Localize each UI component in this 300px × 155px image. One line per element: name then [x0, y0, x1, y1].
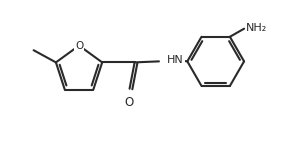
Text: HN: HN: [167, 55, 184, 65]
Text: O: O: [124, 96, 133, 109]
Text: O: O: [75, 41, 83, 51]
Text: NH₂: NH₂: [246, 23, 267, 33]
